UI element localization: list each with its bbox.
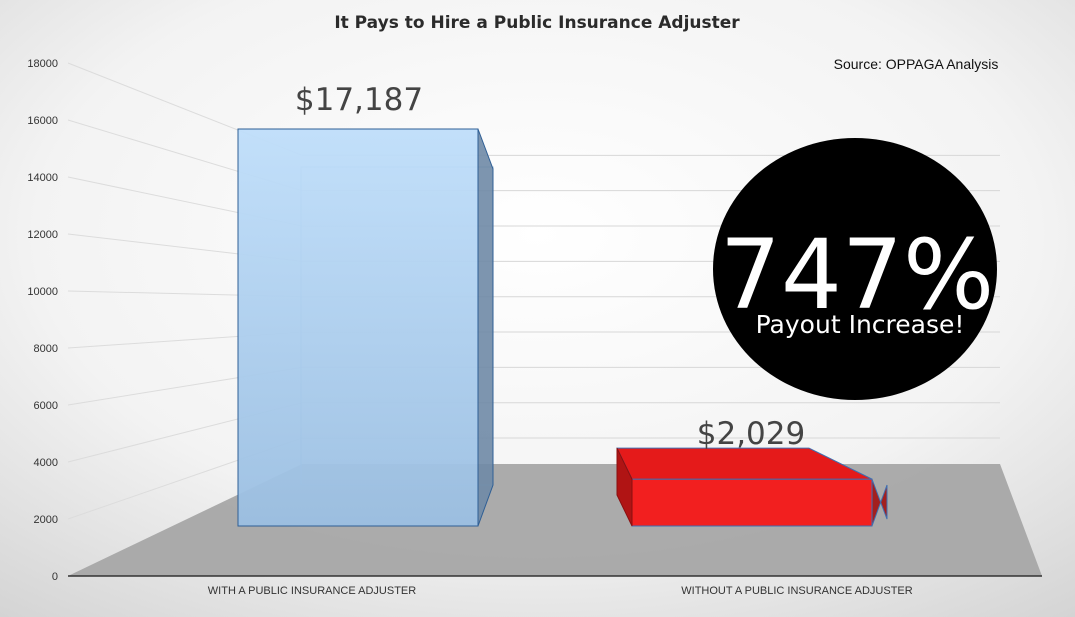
bar-side-face — [871, 478, 888, 527]
y-tick-label: 0 — [52, 571, 58, 583]
bar-front-face — [631, 478, 873, 527]
chart-title: It Pays to Hire a Public Insurance Adjus… — [334, 13, 740, 33]
bar-2 — [616, 447, 888, 527]
callout-badge: 747% Payout Increase! — [713, 138, 997, 400]
y-tick-label: 4000 — [34, 457, 58, 469]
x-category-label: WITHOUT A PUBLIC INSURANCE ADJUSTER — [681, 585, 913, 597]
data-label: $17,187 — [295, 82, 423, 118]
bar-side-face — [477, 128, 494, 527]
y-tick-label: 6000 — [34, 400, 58, 412]
x-category-label: WITH A PUBLIC INSURANCE ADJUSTER — [208, 585, 416, 597]
y-tick-label: 14000 — [27, 172, 58, 184]
bar-left-face — [616, 447, 633, 527]
callout-circle — [713, 138, 997, 400]
y-tick-label: 10000 — [27, 286, 58, 298]
y-tick-label: 16000 — [27, 115, 58, 127]
y-tick-label: 18000 — [27, 58, 58, 70]
source-note: Source: OPPAGA Analysis — [834, 56, 999, 72]
bar-1 — [237, 128, 494, 527]
y-tick-label: 2000 — [34, 514, 58, 526]
callout-text: Payout Increase! — [756, 310, 965, 339]
y-tick-label: 8000 — [34, 343, 58, 355]
y-tick-label: 12000 — [27, 229, 58, 241]
callout-percent: 747% — [720, 219, 994, 331]
bar-front-face — [237, 128, 479, 527]
data-label: $2,029 — [697, 416, 805, 452]
